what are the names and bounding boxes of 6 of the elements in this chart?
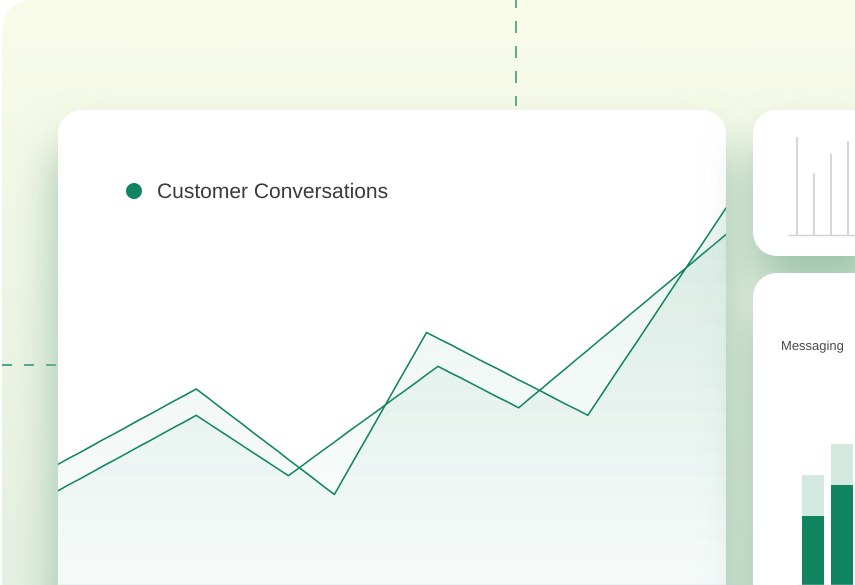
bar <box>830 484 854 585</box>
bar <box>802 475 824 516</box>
legend-label: Customer Conversations <box>157 180 388 203</box>
bar <box>830 444 854 485</box>
chart-title: Messaging <box>781 338 844 353</box>
bar <box>802 516 824 585</box>
